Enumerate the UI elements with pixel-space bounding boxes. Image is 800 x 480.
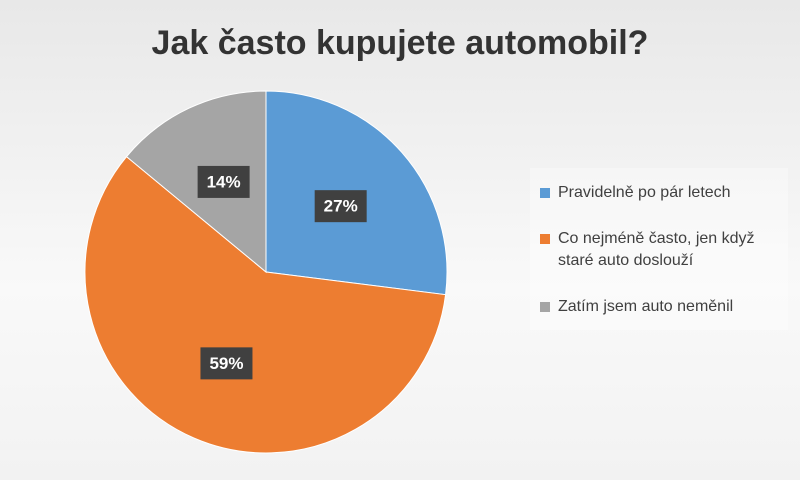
legend-swatch — [540, 234, 550, 244]
legend-label: Pravidelně po pár letech — [558, 184, 731, 201]
data-label: 27% — [324, 197, 358, 216]
legend: Pravidelně po pár letech Co nejméně často… — [530, 168, 788, 330]
legend-item: Pravidelně po pár letech — [540, 182, 780, 204]
data-label: 59% — [209, 354, 243, 373]
data-label-box — [197, 165, 250, 198]
data-label-box — [314, 190, 367, 223]
legend-item: Zatím jsem auto neměnil — [540, 296, 780, 318]
chart-title: Jak často kupujete automobil? — [152, 24, 649, 62]
data-label: 14% — [207, 172, 241, 191]
legend-item: Co nejméně často, jen když staré auto do… — [540, 228, 780, 272]
data-label-box — [200, 347, 253, 380]
legend-swatch — [540, 188, 550, 198]
pie-slice — [84, 155, 447, 454]
pie-slice — [125, 90, 267, 274]
legend-label: Zatím jsem auto neměnil — [558, 298, 734, 315]
legend-label: Co nejméně často, jen když staré auto do… — [558, 230, 755, 269]
legend-swatch — [540, 302, 550, 312]
